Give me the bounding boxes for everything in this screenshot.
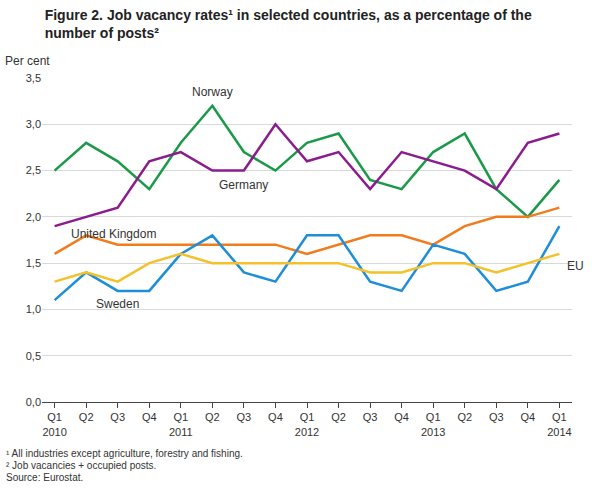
svg-text:Norway: Norway <box>192 85 233 99</box>
svg-text:Germany: Germany <box>219 178 268 192</box>
svg-text:Q3: Q3 <box>110 411 125 423</box>
svg-text:² Job vacancies + occupied pos: ² Job vacancies + occupied posts. <box>6 460 156 471</box>
svg-text:1,0: 1,0 <box>26 303 41 315</box>
svg-text:Q12013: Q12013 <box>421 411 445 437</box>
svg-text:Q4: Q4 <box>520 411 535 423</box>
svg-text:Q12014: Q12014 <box>547 411 571 437</box>
svg-text:0,0: 0,0 <box>26 396 41 408</box>
svg-text:EU: EU <box>567 259 584 273</box>
svg-text:Q12010: Q12010 <box>42 411 66 437</box>
svg-text:3,5: 3,5 <box>26 72 41 84</box>
svg-text:¹ All industries except agricu: ¹ All industries except agriculture, for… <box>6 448 243 459</box>
svg-text:Q2: Q2 <box>457 411 472 423</box>
svg-text:Q3: Q3 <box>363 411 378 423</box>
svg-text:0,5: 0,5 <box>26 350 41 362</box>
svg-text:Q2: Q2 <box>331 411 346 423</box>
svg-text:Q12011: Q12011 <box>169 411 193 437</box>
svg-text:Q2: Q2 <box>205 411 220 423</box>
svg-text:Q2: Q2 <box>79 411 94 423</box>
svg-text:Q4: Q4 <box>394 411 409 423</box>
svg-text:3,0: 3,0 <box>26 118 41 130</box>
svg-text:1,5: 1,5 <box>26 257 41 269</box>
svg-text:Figure 2. Job vacancy rates¹ i: Figure 2. Job vacancy rates¹ in selected… <box>45 7 532 41</box>
svg-text:Sweden: Sweden <box>96 297 139 311</box>
svg-text:Q3: Q3 <box>237 411 252 423</box>
svg-text:2,5: 2,5 <box>26 164 41 176</box>
svg-text:Source: Eurostat.: Source: Eurostat. <box>6 472 83 483</box>
svg-text:Q3: Q3 <box>489 411 504 423</box>
svg-text:Per cent: Per cent <box>5 54 50 68</box>
svg-text:Q4: Q4 <box>268 411 283 423</box>
svg-text:United Kingdom: United Kingdom <box>71 227 156 241</box>
svg-text:Q4: Q4 <box>142 411 157 423</box>
svg-text:2,0: 2,0 <box>26 211 41 223</box>
svg-text:Q12012: Q12012 <box>295 411 319 437</box>
